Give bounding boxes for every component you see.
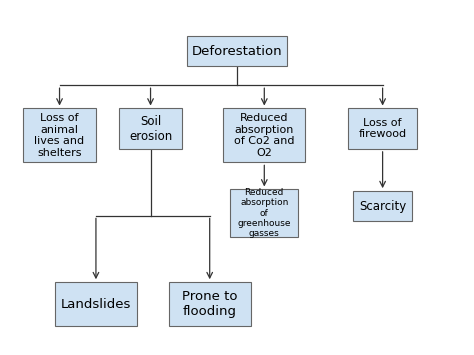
Text: Soil
erosion: Soil erosion [129, 115, 172, 143]
FancyBboxPatch shape [23, 109, 96, 163]
Text: Deforestation: Deforestation [191, 45, 283, 58]
FancyBboxPatch shape [187, 36, 287, 66]
FancyBboxPatch shape [169, 282, 251, 326]
FancyBboxPatch shape [118, 109, 182, 149]
Text: Loss of
firewood: Loss of firewood [358, 118, 407, 140]
Text: Scarcity: Scarcity [359, 200, 406, 213]
Text: Landslides: Landslides [61, 297, 131, 311]
FancyBboxPatch shape [230, 190, 299, 236]
Text: Loss of
animal
lives and
shelters: Loss of animal lives and shelters [35, 113, 84, 158]
FancyBboxPatch shape [348, 109, 417, 149]
FancyBboxPatch shape [353, 191, 412, 222]
FancyBboxPatch shape [55, 282, 137, 326]
FancyBboxPatch shape [223, 109, 305, 163]
Text: Reduced
absorption
of
greenhouse
gasses: Reduced absorption of greenhouse gasses [237, 188, 291, 238]
Text: Reduced
absorption
of Co2 and
O2: Reduced absorption of Co2 and O2 [234, 113, 294, 158]
Text: Prone to
flooding: Prone to flooding [182, 290, 237, 318]
